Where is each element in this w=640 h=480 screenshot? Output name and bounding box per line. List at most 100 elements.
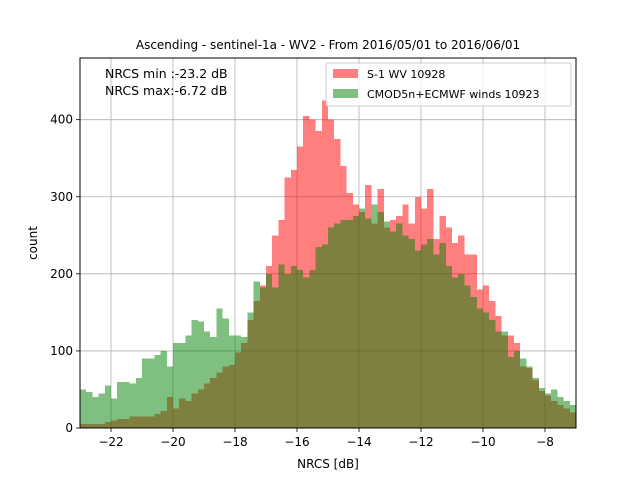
cmod-bar xyxy=(340,219,347,428)
x-tick-label: −18 xyxy=(222,435,247,449)
cmod-bar xyxy=(259,287,266,428)
cmod-bar xyxy=(222,318,229,428)
legend-swatch-s1 xyxy=(333,69,358,78)
cmod-bar xyxy=(142,358,149,428)
cmod-bar xyxy=(92,397,99,428)
x-tick-label: −20 xyxy=(160,435,185,449)
y-tick-label: 100 xyxy=(50,344,73,358)
cmod-bar xyxy=(328,227,335,428)
y-tick-label: 0 xyxy=(65,421,73,435)
x-tick-label: −22 xyxy=(98,435,123,449)
cmod-bar xyxy=(495,331,502,428)
cmod-bar xyxy=(371,204,378,428)
cmod-bar xyxy=(359,208,366,428)
cmod-bar xyxy=(514,350,521,428)
legend-swatch-cmod xyxy=(333,89,358,98)
chart-title: Ascending - sentinel-1a - WV2 - From 201… xyxy=(136,38,520,52)
cmod-bar xyxy=(563,401,570,428)
legend-label-cmod: CMOD5n+ECMWF winds 10923 xyxy=(367,88,540,101)
x-tick-label: −14 xyxy=(346,435,371,449)
cmod-bar xyxy=(154,354,161,428)
nrcs-max-annotation: NRCS max:-6.72 dB xyxy=(105,83,227,98)
cmod-bar xyxy=(408,239,415,428)
cmod-bar xyxy=(532,377,539,428)
cmod-bar xyxy=(309,269,316,428)
x-axis: −22 −20 −18 −16 −14 −12 −10 −8 xyxy=(98,428,554,449)
y-axis: 0 100 200 300 400 xyxy=(50,113,80,435)
x-tick-label: −12 xyxy=(408,435,433,449)
cmod-bar xyxy=(253,281,260,428)
y-tick-label: 400 xyxy=(50,113,73,127)
cmod-bar xyxy=(551,389,558,428)
cmod-bar xyxy=(191,320,198,428)
cmod-bar xyxy=(352,216,359,428)
cmod-bar xyxy=(166,366,173,428)
cmod-bar xyxy=(210,337,217,428)
y-tick-label: 200 xyxy=(50,267,73,281)
cmod-bar xyxy=(241,337,248,428)
x-tick-label: −8 xyxy=(536,435,554,449)
cmod-bar xyxy=(545,393,552,428)
cmod-bar xyxy=(315,246,322,428)
cmod-bar xyxy=(179,343,186,428)
cmod-bar xyxy=(278,264,285,428)
cmod-bar xyxy=(390,231,397,428)
cmod-bar xyxy=(216,308,223,428)
cmod-bar xyxy=(501,331,508,428)
cmod-bar xyxy=(80,389,87,428)
cmod-bar xyxy=(396,223,403,428)
cmod-bar xyxy=(489,320,496,428)
cmod-bar xyxy=(569,404,576,428)
cmod-bar xyxy=(197,321,204,428)
cmod-bar xyxy=(321,244,328,428)
legend: S-1 WV 10928 CMOD5n+ECMWF winds 10923 xyxy=(325,62,572,107)
cmod-bar xyxy=(538,387,545,428)
cmod-bar xyxy=(402,235,409,428)
cmod-bar xyxy=(235,335,242,428)
cmod-bar xyxy=(173,343,180,428)
cmod-bar xyxy=(160,350,167,428)
cmod-bar xyxy=(445,266,452,428)
cmod-bar xyxy=(247,312,254,428)
x-tick-label: −10 xyxy=(470,435,495,449)
cmod-bar xyxy=(427,239,434,428)
legend-box xyxy=(325,62,572,107)
nrcs-min-annotation: NRCS min :-23.2 dB xyxy=(105,66,228,81)
cmod-bar xyxy=(557,397,564,428)
cmod-bar xyxy=(86,391,93,428)
cmod-bar xyxy=(483,312,490,428)
cmod-bar xyxy=(266,273,273,428)
y-tick-label: 300 xyxy=(50,190,73,204)
plot-frame xyxy=(79,57,577,429)
cmod-bar xyxy=(464,285,471,428)
cmod-bar xyxy=(433,254,440,428)
cmod-bar xyxy=(228,335,235,428)
cmod-bar xyxy=(365,218,372,428)
x-axis-label: NRCS [dB] xyxy=(297,457,359,471)
cmod-bar xyxy=(334,223,341,428)
legend-label-s1: S-1 WV 10928 xyxy=(367,68,445,81)
cmod-bar xyxy=(346,219,353,428)
cmod-bar xyxy=(123,381,130,428)
cmod-bar xyxy=(98,393,105,428)
cmod-bar xyxy=(204,331,211,428)
cmod-bar xyxy=(117,381,124,428)
cmod-bar xyxy=(526,366,533,428)
cmod-bar xyxy=(452,277,459,428)
cmod-bar xyxy=(284,273,291,428)
cmod-bar xyxy=(303,277,310,428)
cmod-bar xyxy=(421,244,428,428)
cmod-bar xyxy=(520,358,527,428)
x-tick-label: −16 xyxy=(284,435,309,449)
cmod-bar xyxy=(476,308,483,428)
s1-bar xyxy=(303,115,310,428)
cmod-bar xyxy=(297,269,304,428)
cmod-bar xyxy=(439,243,446,428)
cmod-bar xyxy=(272,287,279,428)
cmod-bar xyxy=(104,385,111,428)
cmod-bar xyxy=(185,335,192,428)
series-cmod-bars xyxy=(80,204,576,428)
cmod-bar xyxy=(383,221,390,428)
cmod-bar xyxy=(290,266,297,428)
